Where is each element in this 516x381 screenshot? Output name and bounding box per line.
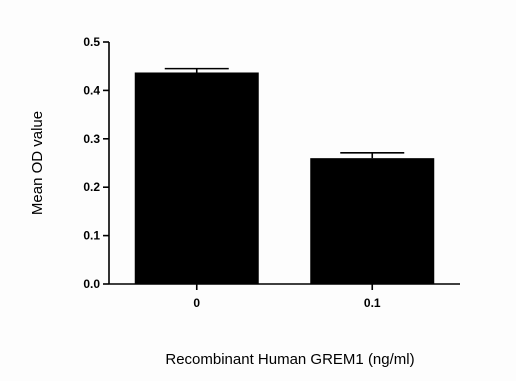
y-tick-label-2: 0.2 xyxy=(83,180,100,194)
x-axis-title: Recombinant Human GREM1 (ng/ml) xyxy=(165,351,414,368)
tick-labels: 0.0 0.1 0.2 0.3 0.4 0.5 0 0.1 xyxy=(83,35,381,310)
y-axis-title: Mean OD value xyxy=(29,111,46,215)
bar-0 xyxy=(134,72,259,284)
y-tick-label-4: 0.4 xyxy=(83,83,100,97)
y-tick-label-0: 0.0 xyxy=(83,277,100,291)
y-tick-label-3: 0.3 xyxy=(83,132,100,146)
x-tick-label-1: 0.1 xyxy=(364,296,381,310)
x-tick-label-0: 0 xyxy=(193,296,200,310)
bars xyxy=(134,72,435,284)
y-tick-label-1: 0.1 xyxy=(83,229,100,243)
error-bars xyxy=(164,67,405,159)
bar-1 xyxy=(310,158,435,284)
y-tick-label-5: 0.5 xyxy=(83,35,100,49)
